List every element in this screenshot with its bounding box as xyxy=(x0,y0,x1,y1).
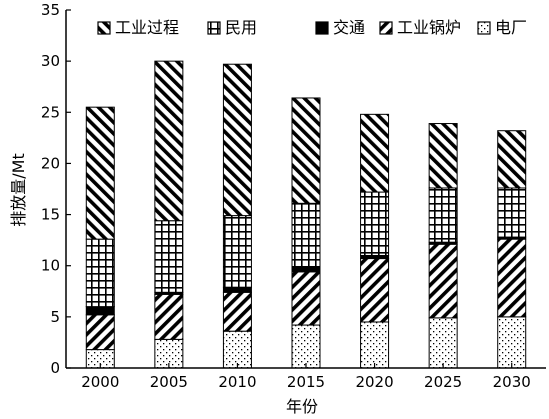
bar-segment-2000-工业锅炉 xyxy=(85,314,115,351)
legend-label-工业过程: 工业过程 xyxy=(115,18,179,37)
x-tick-label-2000: 2000 xyxy=(81,373,119,391)
legend-label-民用: 民用 xyxy=(225,18,257,37)
bar-segment-2010-工业锅炉 xyxy=(222,291,252,332)
legend-swatch-工业过程 xyxy=(97,21,111,35)
bar-segment-2010-电厂 xyxy=(222,330,252,369)
y-tick-label-5: 5 xyxy=(50,308,60,326)
x-axis-label: 年份 xyxy=(286,397,318,416)
y-tick-label-20: 20 xyxy=(41,154,60,172)
y-tick-label-10: 10 xyxy=(41,257,60,275)
bar-segment-2025-工业锅炉 xyxy=(428,243,458,319)
bar-segment-2020-工业锅炉 xyxy=(360,258,390,323)
bar-segment-2025-电厂 xyxy=(428,317,458,369)
legend: 工业过程 民用 交通 工业锅炉 电厂 xyxy=(97,18,527,37)
bar-segment-2030-工业过程 xyxy=(497,130,527,189)
x-tick-label-2025: 2025 xyxy=(424,373,462,391)
x-tick-label-2030: 2030 xyxy=(493,373,531,391)
legend-swatch-电厂 xyxy=(477,21,491,35)
bar-segment-2000-交通 xyxy=(85,306,115,316)
bar-segment-2010-民用 xyxy=(222,215,252,288)
bar-segment-2020-工业过程 xyxy=(360,113,390,193)
legend-label-电厂: 电厂 xyxy=(495,18,527,37)
bar-segment-2020-民用 xyxy=(360,191,390,256)
bar-segment-2005-工业锅炉 xyxy=(154,293,184,340)
legend-swatch-交通 xyxy=(315,21,329,35)
bar-segment-2030-电厂 xyxy=(497,316,527,369)
x-tick-label-2010: 2010 xyxy=(218,373,256,391)
bar-segment-2000-工业过程 xyxy=(85,106,115,240)
bar-segment-2015-工业锅炉 xyxy=(291,271,321,326)
bar-segment-2025-民用 xyxy=(428,187,458,243)
bar-segment-2025-工业过程 xyxy=(428,123,458,189)
y-tick-label-25: 25 xyxy=(41,103,60,121)
bar-segment-2015-交通 xyxy=(291,267,321,273)
bar-segment-2020-电厂 xyxy=(360,321,390,369)
bar-segment-2015-工业过程 xyxy=(291,97,321,204)
x-tick-label-2015: 2015 xyxy=(287,373,325,391)
bars-layer xyxy=(85,60,527,369)
x-tick-label-2020: 2020 xyxy=(355,373,393,391)
bar-segment-2000-民用 xyxy=(85,238,115,308)
bar-segment-2015-民用 xyxy=(291,202,321,269)
bar-segment-2010-交通 xyxy=(222,286,252,293)
bar-segment-2030-工业锅炉 xyxy=(497,238,527,318)
y-tick-label-0: 0 xyxy=(50,359,60,377)
legend-swatch-工业锅炉 xyxy=(379,21,393,35)
y-tick-label-30: 30 xyxy=(41,52,60,70)
legend-swatch-民用 xyxy=(207,21,221,35)
x-tick-label-2005: 2005 xyxy=(150,373,188,391)
y-tick-label-15: 15 xyxy=(41,206,60,224)
y-axis-label: 排放量/Mt xyxy=(9,153,28,226)
bar-segment-2015-电厂 xyxy=(291,324,321,369)
bar-segment-2005-民用 xyxy=(154,220,184,293)
legend-label-工业锅炉: 工业锅炉 xyxy=(397,18,461,37)
legend-label-交通: 交通 xyxy=(333,18,365,37)
y-tick-label-35: 35 xyxy=(41,1,60,19)
bar-segment-2005-工业过程 xyxy=(154,60,184,222)
bar-segment-2010-工业过程 xyxy=(222,63,252,217)
bar-segment-2030-民用 xyxy=(497,187,527,238)
